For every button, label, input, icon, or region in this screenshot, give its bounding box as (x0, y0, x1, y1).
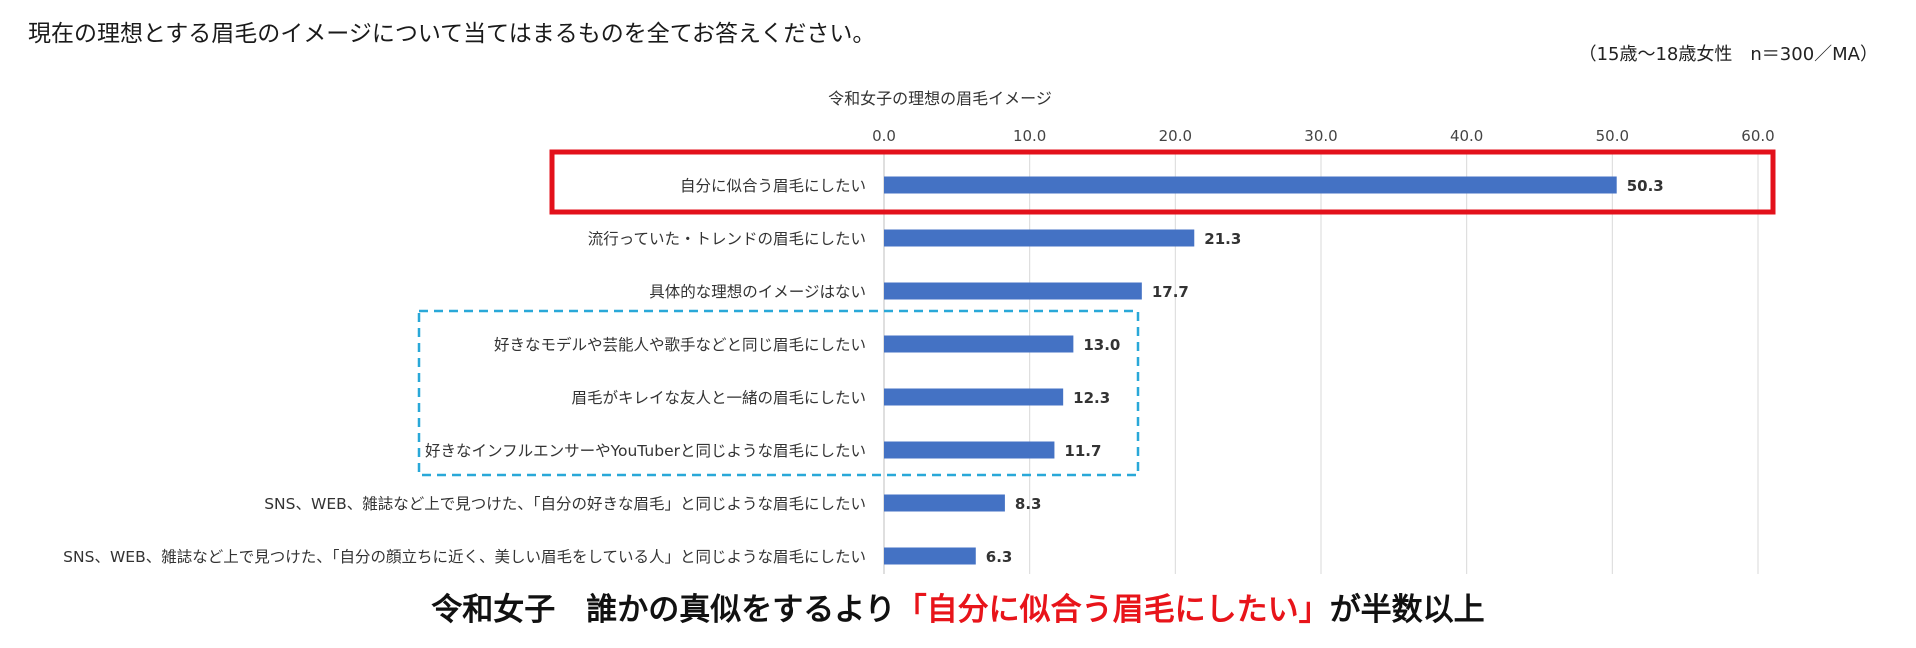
dashed-group-box (417, 309, 1140, 477)
category-label: 自分に似合う眉毛にしたい (680, 177, 866, 195)
headline-highlight: 「自分に似合う眉毛にしたい」 (895, 592, 1330, 628)
sample-note: （15歳～18歳女性 n＝300／MA） (1578, 44, 1878, 65)
category-label: 好きなインフルエンサーやYouTuberと同じような眉毛にしたい (425, 442, 866, 460)
headline-suffix: が半数以上 (1329, 592, 1485, 628)
bar (884, 547, 976, 565)
bar (884, 441, 1055, 459)
data-label: 21.3 (1204, 230, 1241, 248)
data-label: 50.3 (1627, 177, 1664, 195)
tick-label: 10.0 (1013, 127, 1046, 145)
bar-chart: 令和女子の理想の眉毛イメージ 0.0 10.0 20.0 30.0 40.0 50.0 60… (63, 89, 1776, 574)
bar (884, 494, 1005, 512)
data-label: 8.3 (1015, 495, 1042, 513)
category-label: 流行っていた・トレンドの眉毛にしたい (588, 230, 866, 248)
category-label: 好きなモデルや芸能人や歌手などと同じ眉毛にしたい (494, 335, 866, 354)
category-label: SNS、WEB、雑誌など上で見つけた、「自分の好きな眉毛」と同じような眉毛にした… (264, 495, 866, 513)
tick-label: 0.0 (872, 127, 896, 145)
chart-title: 令和女子の理想の眉毛イメージ (828, 89, 1052, 108)
bar (884, 388, 1064, 406)
highlight-box (549, 149, 1776, 215)
data-label: 17.7 (1152, 283, 1189, 301)
tick-label: 30.0 (1304, 127, 1337, 145)
bar (884, 229, 1195, 247)
tick-label: 20.0 (1159, 127, 1192, 145)
data-label: 12.3 (1073, 389, 1110, 407)
survey-question: 現在の理想とする眉毛のイメージについて当てはまるものを全てお答えください。 (28, 21, 876, 47)
data-label: 13.0 (1083, 336, 1120, 354)
tick-label: 40.0 (1450, 127, 1483, 145)
category-label: SNS、WEB、雑誌など上で見つけた、「自分の顔立ちに近く、美しい眉毛をしている… (63, 548, 866, 566)
category-label: 眉毛がキレイな友人と一緒の眉毛にしたい (571, 389, 866, 407)
tick-label: 60.0 (1741, 127, 1774, 145)
bar (884, 282, 1142, 300)
bar (884, 176, 1617, 194)
tick-label: 50.0 (1596, 127, 1629, 145)
data-label: 11.7 (1064, 442, 1101, 460)
headline-prefix: 令和女子 誰かの真似をするより (431, 592, 896, 628)
category-label: 具体的な理想のイメージはない (649, 283, 866, 301)
headline: 令和女子 誰かの真似をするより「自分に似合う眉毛にしたい」が半数以上 (0, 584, 1916, 629)
data-label: 6.3 (986, 548, 1013, 566)
bar (884, 335, 1074, 353)
